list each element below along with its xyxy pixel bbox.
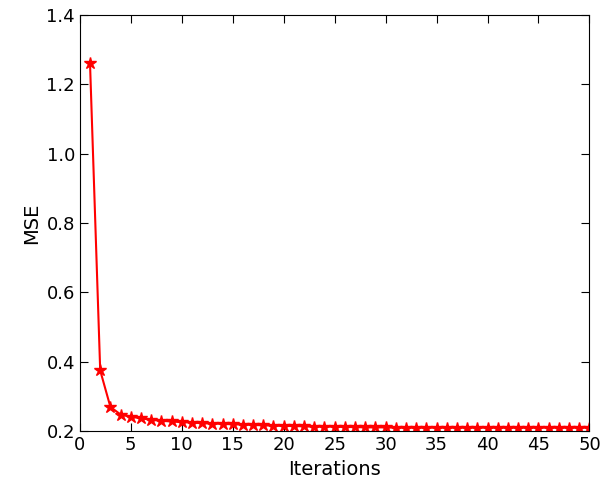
X-axis label: Iterations: Iterations [288, 460, 381, 479]
Y-axis label: MSE: MSE [21, 202, 41, 244]
